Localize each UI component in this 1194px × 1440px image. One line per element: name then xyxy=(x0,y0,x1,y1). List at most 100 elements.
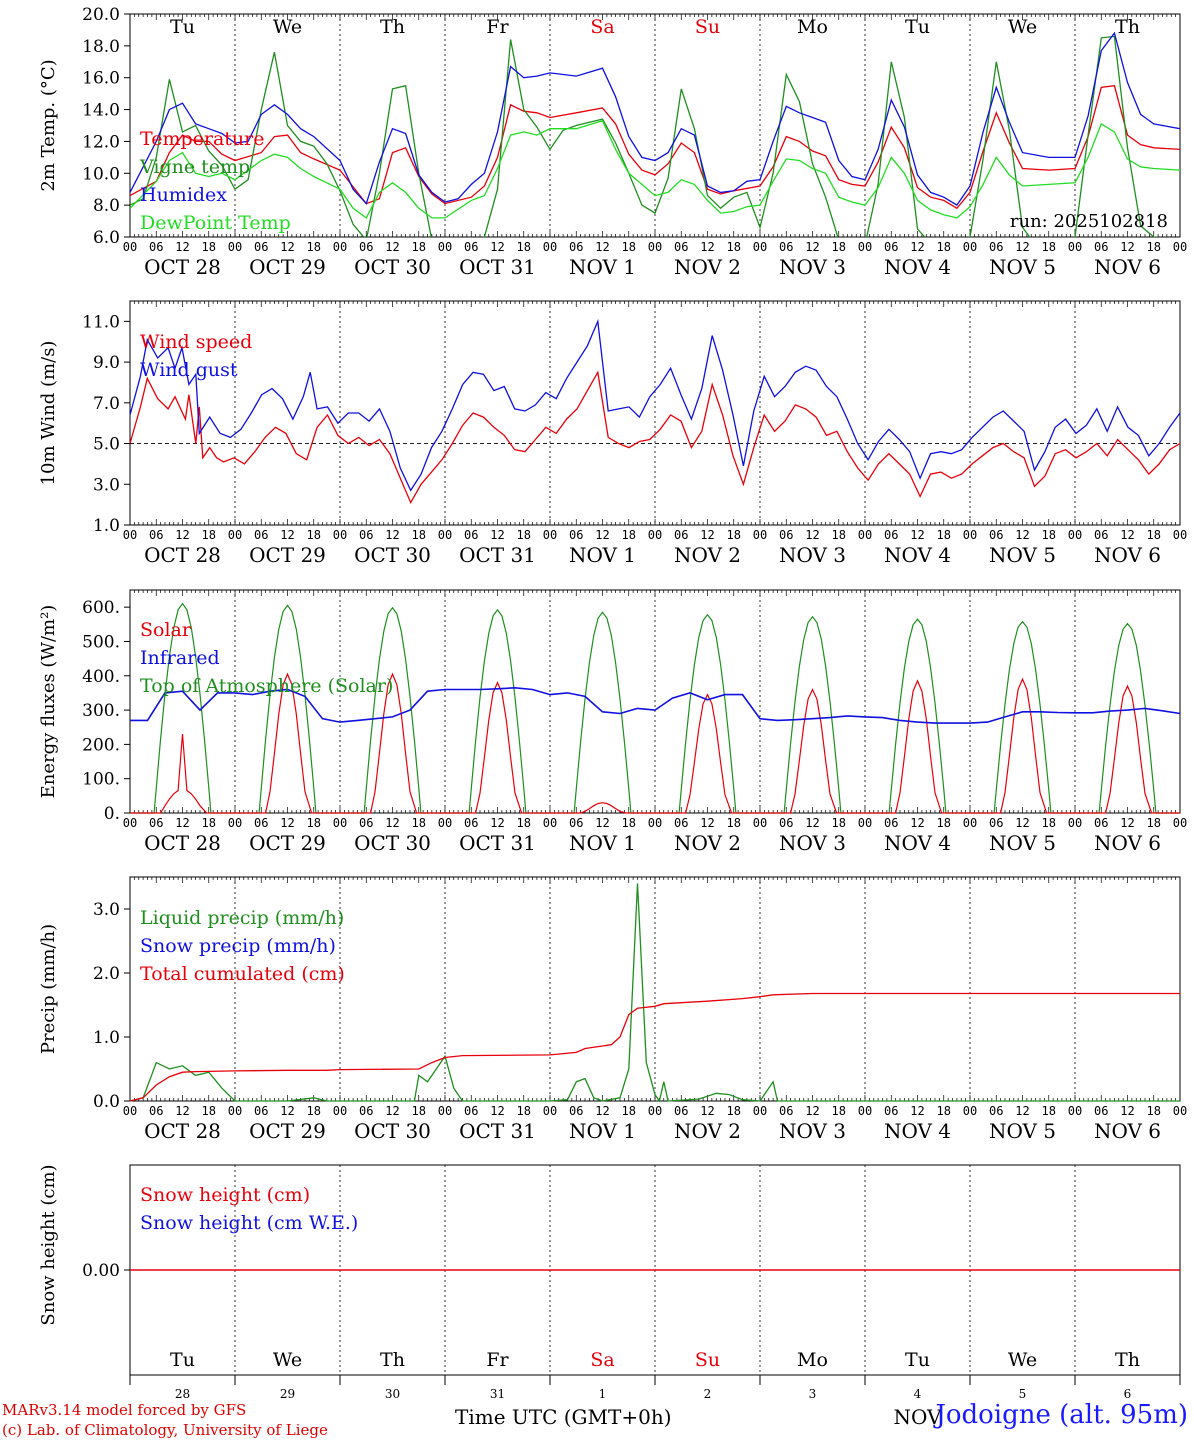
hour-tick-label: 12 xyxy=(1015,528,1029,542)
wind-legend-item: Wind gust xyxy=(140,359,238,381)
date-label: NOV 4 xyxy=(884,255,951,279)
hour-tick-label: 06 xyxy=(884,816,898,830)
hour-tick-label: 00 xyxy=(438,528,452,542)
date-label: NOV 4 xyxy=(884,1119,951,1143)
hour-tick-label: 00 xyxy=(333,816,347,830)
hour-tick-label: 12 xyxy=(280,240,294,254)
y-tick-label: 400. xyxy=(82,667,120,687)
hour-tick-label: 12 xyxy=(280,528,294,542)
date-label: NOV 6 xyxy=(1094,1119,1161,1143)
hour-tick-label: 06 xyxy=(1094,528,1108,542)
hour-tick-label: 18 xyxy=(727,816,741,830)
hour-tick-label: 06 xyxy=(359,528,373,542)
weekday-label: Th xyxy=(1115,16,1140,38)
hour-tick-label: 06 xyxy=(884,528,898,542)
y-tick-label: 16.0 xyxy=(82,69,120,89)
y-tick-label: 8.0 xyxy=(93,196,120,216)
hour-tick-label: 00 xyxy=(858,816,872,830)
energy-legend-item: Infrared xyxy=(140,647,220,669)
hour-tick-label: 18 xyxy=(727,1104,741,1118)
hour-tick-label: 00 xyxy=(753,528,767,542)
series-solar xyxy=(130,672,1180,814)
hour-tick-label: 06 xyxy=(989,816,1003,830)
energy-legend-item: Top of Atmosphere (Solar) xyxy=(140,675,393,697)
hour-tick-label: 00 xyxy=(1068,1104,1082,1118)
month-label: NOV xyxy=(894,1405,943,1429)
hour-tick-label: 00 xyxy=(123,528,137,542)
day-number: 6 xyxy=(1124,1387,1132,1401)
hour-tick-label: 06 xyxy=(359,1104,373,1118)
hour-tick-label: 18 xyxy=(412,240,426,254)
hour-tick-label: 18 xyxy=(622,1104,636,1118)
date-label: OCT 29 xyxy=(249,543,326,567)
hour-tick-label: 00 xyxy=(858,528,872,542)
hour-tick-label: 00 xyxy=(963,528,977,542)
y-tick-label: 100. xyxy=(82,770,120,790)
hour-tick-label: 18 xyxy=(1147,528,1161,542)
hour-tick-label: 06 xyxy=(149,1104,163,1118)
hour-tick-label: 06 xyxy=(884,1104,898,1118)
y-tick-label: 200. xyxy=(82,735,120,755)
y-axis-title: 2m Temp. (°C) xyxy=(38,59,59,191)
hour-tick-label: 00 xyxy=(543,816,557,830)
date-label: NOV 3 xyxy=(779,831,846,855)
hour-tick-label: 00 xyxy=(123,240,137,254)
y-tick-label: 300. xyxy=(82,701,120,721)
date-label: NOV 2 xyxy=(674,543,741,567)
y-tick-label: 1.0 xyxy=(93,1028,120,1048)
hour-tick-label: 06 xyxy=(464,528,478,542)
hour-tick-label: 12 xyxy=(1120,528,1134,542)
hour-tick-label: 00 xyxy=(963,1104,977,1118)
date-label: NOV 2 xyxy=(674,1119,741,1143)
hour-tick-label: 00 xyxy=(963,816,977,830)
hour-tick-label: 18 xyxy=(517,240,531,254)
y-tick-label: 500. xyxy=(82,632,120,652)
hour-tick-label: 18 xyxy=(412,816,426,830)
date-label: OCT 30 xyxy=(354,831,431,855)
y-tick-label: 3.0 xyxy=(93,900,120,920)
hour-tick-label: 18 xyxy=(622,528,636,542)
y-tick-label: 14.0 xyxy=(82,101,120,121)
hour-tick-label: 06 xyxy=(674,528,688,542)
hour-tick-label: 06 xyxy=(359,816,373,830)
day-number: 1 xyxy=(599,1387,607,1401)
y-axis-title: 10m Wind (m/s) xyxy=(38,341,59,486)
weekday-label-bottom: Mo xyxy=(797,1349,828,1371)
series-dewpoint-temp xyxy=(130,119,1180,219)
hour-tick-label: 06 xyxy=(674,816,688,830)
hour-tick-label: 18 xyxy=(202,528,216,542)
hour-tick-label: 06 xyxy=(1094,240,1108,254)
hour-tick-label: 00 xyxy=(648,528,662,542)
hour-tick-label: 12 xyxy=(175,1104,189,1118)
hour-tick-label: 18 xyxy=(307,816,321,830)
hour-tick-label: 06 xyxy=(254,816,268,830)
hour-tick-label: 18 xyxy=(412,1104,426,1118)
hour-tick-label: 12 xyxy=(280,816,294,830)
hour-tick-label: 00 xyxy=(333,1104,347,1118)
series-temperature xyxy=(130,84,1180,210)
hour-tick-label: 06 xyxy=(989,1104,1003,1118)
day-number: 31 xyxy=(490,1387,505,1401)
y-axis-title: Energy fluxes (W/m²) xyxy=(38,605,59,799)
date-label: NOV 1 xyxy=(569,831,636,855)
y-tick-label: 5.0 xyxy=(93,435,120,455)
hour-tick-label: 06 xyxy=(254,240,268,254)
hour-tick-label: 00 xyxy=(1068,528,1082,542)
temp-legend-item: Humidex xyxy=(140,184,227,206)
hour-tick-label: 12 xyxy=(700,816,714,830)
hour-tick-label: 18 xyxy=(622,816,636,830)
hour-tick-label: 06 xyxy=(149,528,163,542)
series-liquid-precip xyxy=(129,883,1180,1103)
hour-tick-label: 06 xyxy=(569,816,583,830)
y-tick-label: 3.0 xyxy=(93,475,120,495)
hour-tick-label: 18 xyxy=(727,528,741,542)
y-tick-label: 6.0 xyxy=(93,228,120,248)
hour-tick-label: 12 xyxy=(385,1104,399,1118)
hour-tick-label: 00 xyxy=(543,528,557,542)
weekday-label-bottom: Tu xyxy=(905,1349,930,1371)
weekday-label: Th xyxy=(380,16,405,38)
hour-tick-label: 06 xyxy=(779,240,793,254)
precip-legend-item: Snow precip (mm/h) xyxy=(140,935,336,957)
weekday-label-bottom: We xyxy=(273,1349,302,1371)
hour-tick-label: 06 xyxy=(254,528,268,542)
